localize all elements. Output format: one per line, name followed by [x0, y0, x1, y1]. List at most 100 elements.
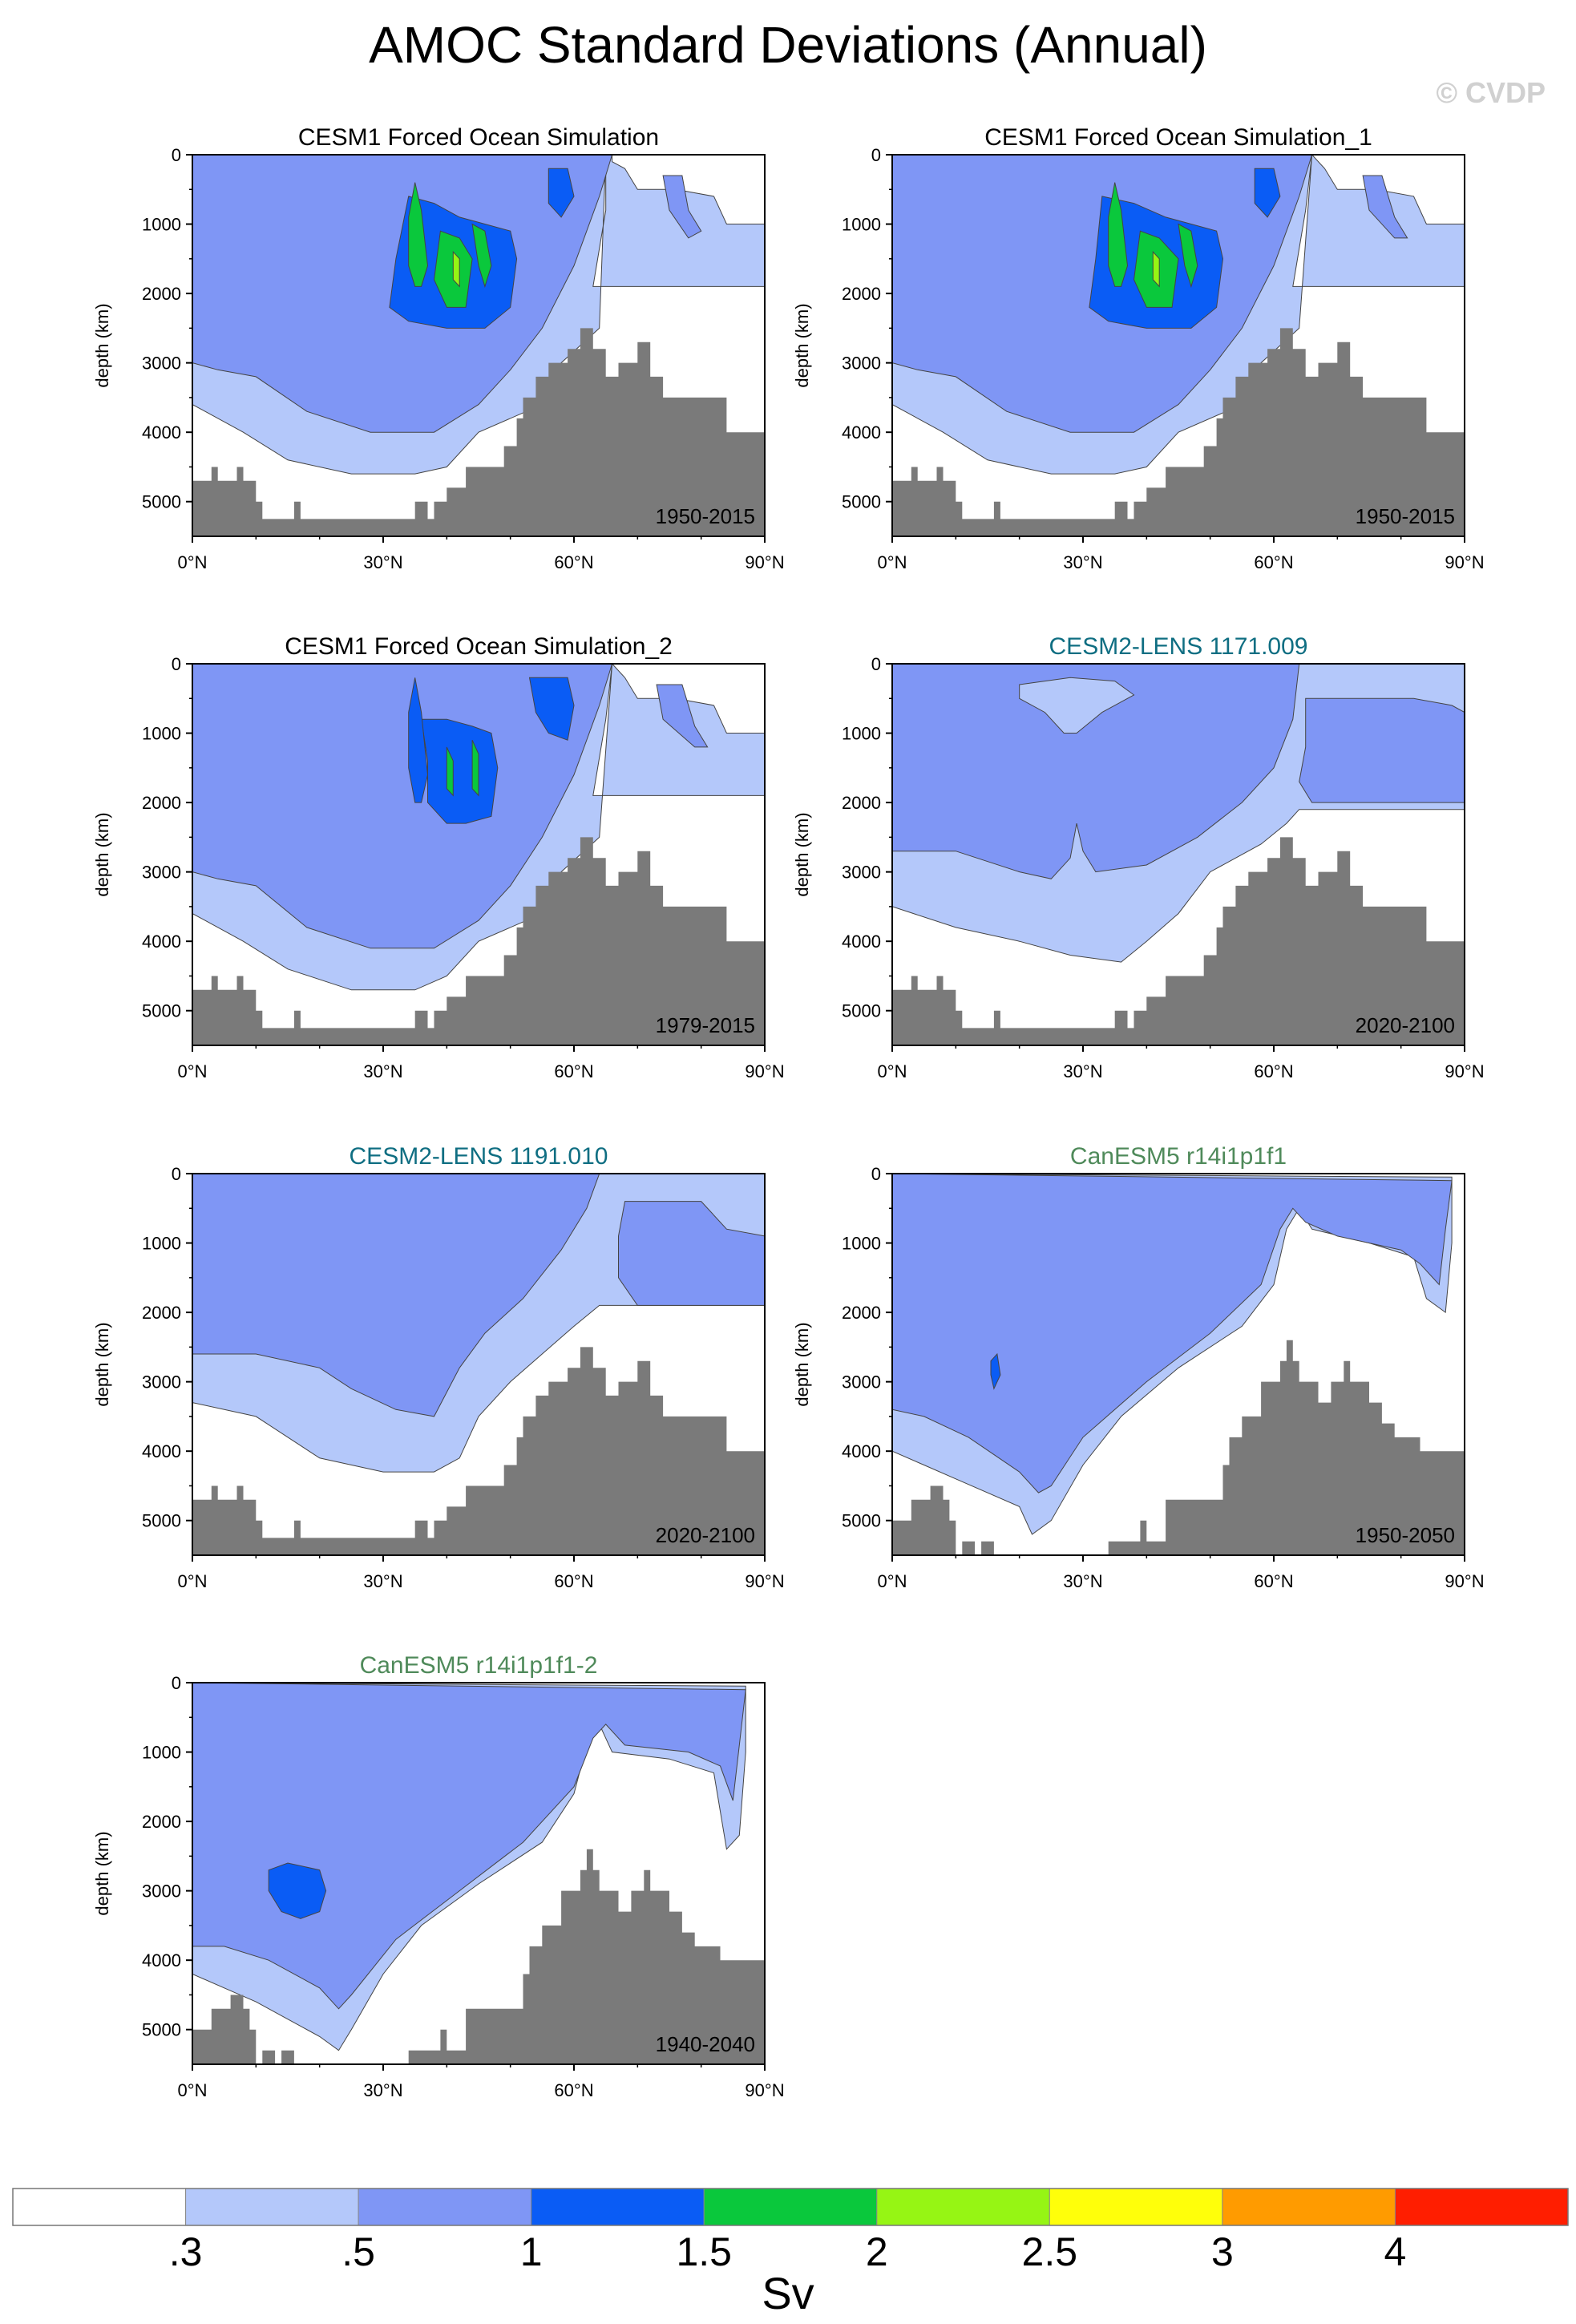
colorbar-label: 2.5 — [1022, 2229, 1078, 2274]
y-tick-label: 1000 — [142, 724, 181, 744]
x-tick-label: 90°N — [745, 1571, 784, 1591]
contour-field — [892, 1174, 1465, 1555]
contour-region-level-2 — [1299, 697, 1465, 803]
y-tick-label: 5000 — [142, 1511, 181, 1531]
x-tick-label: 30°N — [363, 2080, 402, 2100]
contour-field — [892, 664, 1465, 1045]
y-tick-label: 2000 — [142, 793, 181, 813]
x-tick-label: 30°N — [1063, 1571, 1102, 1591]
colorbar-units: Sv — [762, 2268, 814, 2318]
y-tick-label: 0 — [172, 145, 181, 165]
contour-region-level-2 — [892, 1174, 1453, 1493]
y-tick-label: 2000 — [142, 284, 181, 304]
y-tick-label: 4000 — [842, 932, 881, 952]
contour-region-level-3 — [408, 677, 429, 803]
plot-frame — [891, 663, 1465, 1046]
y-axis-label: depth (km) — [792, 1322, 812, 1406]
panel-title: CESM1 Forced Ocean Simulation — [298, 124, 659, 151]
contour-region-level-4 — [471, 739, 479, 797]
y-tick-label: 1000 — [142, 215, 181, 235]
colorbar-label: .5 — [341, 2229, 375, 2274]
plot-frame — [192, 154, 766, 537]
panel-title: CESM1 Forced Ocean Simulation_2 — [285, 633, 673, 660]
x-tick-label: 0°N — [878, 1571, 907, 1591]
contour-region-level-3 — [528, 677, 575, 741]
contour-region-level-2 — [192, 664, 613, 949]
x-tick-label: 60°N — [554, 2080, 593, 2100]
y-tick-label: 5000 — [142, 492, 181, 512]
x-tick-label: 0°N — [178, 1061, 208, 1081]
contour-region-level-2 — [892, 664, 1300, 879]
y-tick-label: 4000 — [142, 1441, 181, 1461]
contour-region-level-2 — [662, 175, 702, 239]
panel-title: CESM2-LENS 1191.010 — [350, 1143, 608, 1170]
x-tick-label: 60°N — [554, 1571, 593, 1591]
y-tick-label: 5000 — [142, 1001, 181, 1021]
y-tick-label: 3000 — [142, 1881, 181, 1902]
y-tick-label: 0 — [172, 1673, 181, 1693]
y-tick-label: 4000 — [842, 1441, 881, 1461]
period-label: 1950-2050 — [1356, 1523, 1455, 1547]
y-tick-label: 5000 — [842, 1511, 881, 1531]
contour-region-level-4 — [471, 223, 492, 289]
contour-region-level-3 — [1254, 168, 1281, 218]
y-axis-label: depth (km) — [92, 1322, 112, 1406]
period-label: 2020-2100 — [1356, 1013, 1455, 1037]
x-tick-label: 30°N — [363, 1061, 402, 1081]
contour-region-level-2 — [192, 1683, 746, 2010]
contour-region-level-3 — [421, 718, 499, 824]
y-tick-label: 1000 — [842, 724, 881, 744]
panel-grid: CESM1 Forced Ocean Simulation 1950-2015 0 1… — [92, 124, 1485, 2100]
plot-frame — [891, 1173, 1465, 1556]
x-tick-label: 0°N — [878, 552, 907, 572]
y-tick-label: 3000 — [142, 863, 181, 883]
bathymetry-mask — [192, 837, 765, 1045]
y-tick-label: 0 — [172, 1164, 181, 1184]
y-tick-label: 1000 — [142, 1234, 181, 1254]
colorbar: .3 .5 1 1.5 2 2.5 3 4 — [12, 2188, 1569, 2274]
panel-4: CESM2-LENS 1171.009 2020-2100 0 1000 2000 300… — [792, 633, 1485, 1081]
x-tick-label: 30°N — [363, 1571, 402, 1591]
y-tick-label: 2000 — [842, 793, 881, 813]
colorbar-swatch — [876, 2188, 1050, 2226]
panel-6: CanESM5 r14i1p1f1 1950-2050 0 1000 2000 3000 4… — [792, 1143, 1485, 1591]
period-label: 2020-2100 — [656, 1523, 755, 1547]
y-tick-label: 4000 — [142, 422, 181, 443]
colorbar-label: 3 — [1211, 2229, 1234, 2274]
contour-region-level-4 — [1108, 182, 1129, 287]
y-axis-label: depth (km) — [792, 812, 812, 896]
x-tick-label: 90°N — [1445, 1061, 1484, 1081]
colorbar-swatch — [358, 2188, 532, 2226]
x-tick-label: 60°N — [1254, 1061, 1293, 1081]
y-tick-label: 2000 — [842, 1303, 881, 1323]
panel-title: CESM2-LENS 1171.009 — [1049, 633, 1308, 660]
y-tick-label: 5000 — [842, 492, 881, 512]
panel-5: CESM2-LENS 1191.010 2020-2100 0 1000 2000 300… — [92, 1143, 785, 1591]
colorbar-label: .3 — [169, 2229, 203, 2274]
y-tick-label: 0 — [871, 145, 881, 165]
x-tick-label: 0°N — [178, 1571, 208, 1591]
contour-region-level-3 — [990, 1352, 1001, 1390]
contour-region-level-2 — [618, 1201, 765, 1306]
y-tick-label: 3000 — [142, 354, 181, 374]
y-axis-label: depth (km) — [92, 812, 112, 896]
colorbar-swatch — [703, 2188, 878, 2226]
x-tick-label: 30°N — [1063, 1061, 1102, 1081]
x-tick-label: 0°N — [178, 552, 208, 572]
x-tick-label: 30°N — [363, 552, 402, 572]
contour-field — [192, 155, 765, 536]
bathymetry-mask — [192, 1347, 765, 1555]
y-tick-label: 2000 — [142, 1303, 181, 1323]
figure-title: AMOC Standard Deviations (Annual) — [369, 16, 1207, 74]
plot-frame — [192, 1173, 766, 1556]
colorbar-label: 1.5 — [676, 2229, 732, 2274]
bathymetry-mask — [192, 328, 765, 536]
colorbar-frame — [12, 2188, 1569, 2226]
x-tick-label: 90°N — [745, 2080, 784, 2100]
y-axis-label: depth (km) — [792, 303, 812, 387]
x-tick-label: 60°N — [1254, 552, 1293, 572]
y-axis-label: depth (km) — [92, 303, 112, 387]
y-tick-label: 3000 — [842, 863, 881, 883]
contour-region-level-2 — [1362, 175, 1408, 239]
